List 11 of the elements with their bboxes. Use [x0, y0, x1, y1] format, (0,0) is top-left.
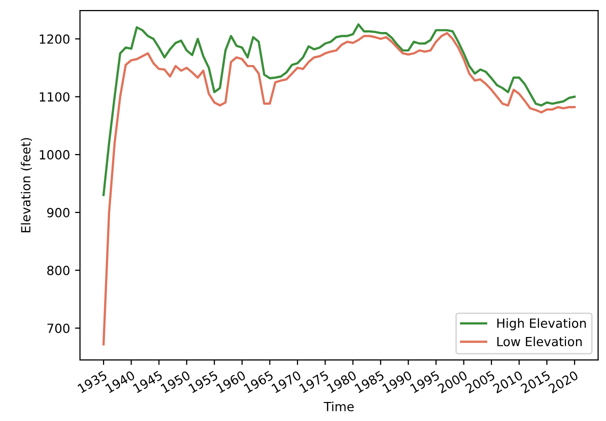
y-tick-label: 1000	[40, 150, 70, 160]
y-tick-label: 800	[47, 266, 70, 276]
x-axis-title: Time	[324, 402, 354, 412]
legend-label: Low Elevation	[497, 336, 582, 346]
y-tick-label: 700	[47, 324, 70, 334]
line-series	[102, 23, 576, 196]
legend-label: High Elevation	[497, 318, 586, 330]
y-tick-label: 900	[47, 208, 70, 218]
y-tick-label: 1100	[40, 92, 70, 102]
y-axis-title: Elevation (feet)	[20, 138, 32, 232]
y-tick-label: 1200	[40, 34, 70, 44]
